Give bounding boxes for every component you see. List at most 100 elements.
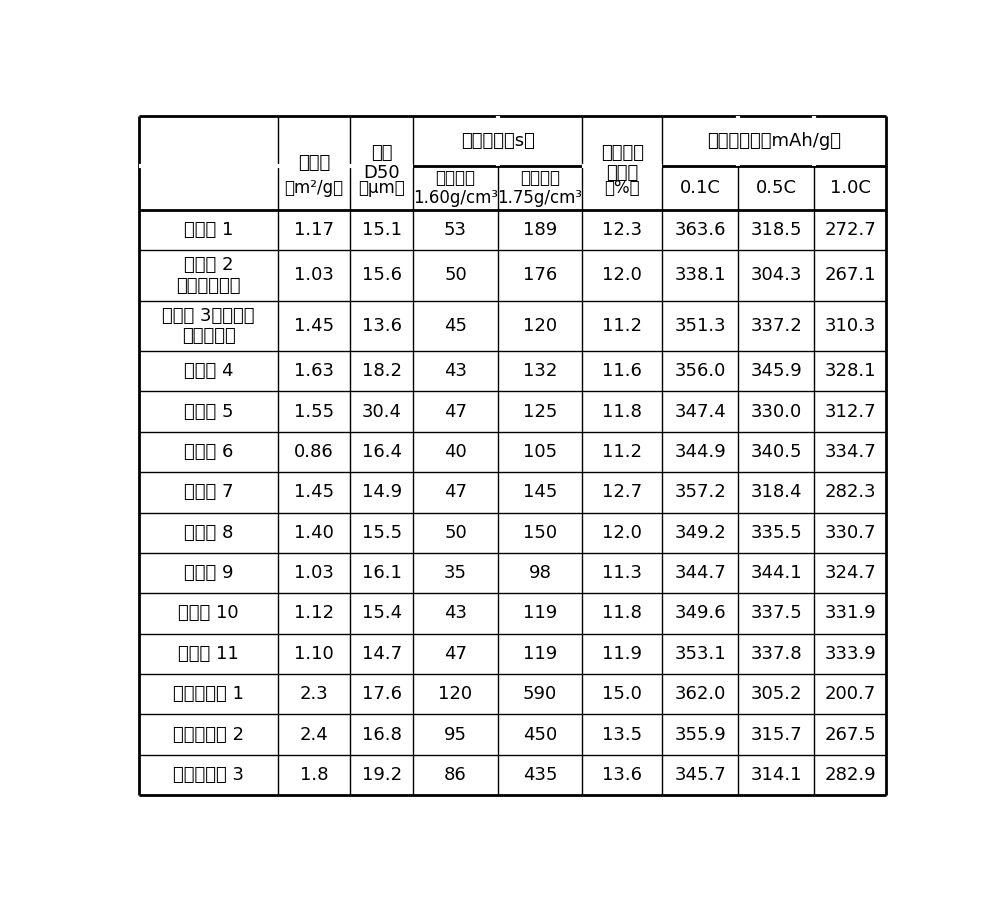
Text: 330.7: 330.7 [824, 524, 876, 542]
Text: 318.4: 318.4 [751, 483, 802, 502]
Text: 363.6: 363.6 [675, 221, 726, 239]
Text: 189: 189 [523, 221, 557, 239]
Text: 1.03: 1.03 [294, 564, 334, 582]
Text: 1.12: 1.12 [294, 604, 334, 622]
Text: 19.2: 19.2 [362, 766, 402, 784]
Text: 337.5: 337.5 [750, 604, 802, 622]
Text: 实施例 5: 实施例 5 [184, 402, 233, 420]
Text: 11.6: 11.6 [602, 363, 642, 381]
Text: 1.40: 1.40 [294, 524, 334, 542]
Text: 337.2: 337.2 [750, 317, 802, 335]
Text: 119: 119 [523, 604, 557, 622]
Text: 16.4: 16.4 [362, 443, 402, 461]
Text: 53: 53 [444, 221, 467, 239]
Text: 充放电容量（mAh/g）: 充放电容量（mAh/g） [707, 132, 841, 150]
Text: 312.7: 312.7 [824, 402, 876, 420]
Text: 1.03: 1.03 [294, 266, 334, 284]
Text: 98: 98 [528, 564, 551, 582]
Text: 比表面: 比表面 [298, 154, 330, 172]
Text: 357.2: 357.2 [674, 483, 726, 502]
Text: 12.7: 12.7 [602, 483, 642, 502]
Text: 13.6: 13.6 [362, 317, 402, 335]
Text: 338.1: 338.1 [675, 266, 726, 284]
Text: 45: 45 [444, 317, 467, 335]
Text: 200.7: 200.7 [825, 686, 876, 704]
Text: 305.2: 305.2 [751, 686, 802, 704]
Text: 实施例 3（氥青粒
度的影响）: 实施例 3（氥青粒 度的影响） [162, 307, 255, 345]
Text: 1.0C: 1.0C [830, 179, 871, 197]
Text: 590: 590 [523, 686, 557, 704]
Text: 282.3: 282.3 [824, 483, 876, 502]
Text: 16.8: 16.8 [362, 725, 402, 743]
Text: 43: 43 [444, 363, 467, 381]
Text: 331.9: 331.9 [824, 604, 876, 622]
Text: 314.1: 314.1 [751, 766, 802, 784]
Text: 15.0: 15.0 [602, 686, 642, 704]
Text: 15.1: 15.1 [362, 221, 402, 239]
Text: 351.3: 351.3 [675, 317, 726, 335]
Text: 324.7: 324.7 [824, 564, 876, 582]
Text: 272.7: 272.7 [824, 221, 876, 239]
Text: 实施例 8: 实施例 8 [184, 524, 233, 542]
Text: 17.6: 17.6 [362, 686, 402, 704]
Text: 实施例 9: 实施例 9 [184, 564, 233, 582]
Text: 实施例 7: 实施例 7 [184, 483, 233, 502]
Text: 337.8: 337.8 [750, 645, 802, 663]
Text: 345.7: 345.7 [674, 766, 726, 784]
Text: 349.6: 349.6 [675, 604, 726, 622]
Text: 1.55: 1.55 [294, 402, 334, 420]
Text: 12.0: 12.0 [602, 524, 642, 542]
Text: 实施例 2
（未石墨化）: 实施例 2 （未石墨化） [176, 256, 241, 295]
Text: 330.0: 330.0 [751, 402, 802, 420]
Text: 0.1C: 0.1C [680, 179, 721, 197]
Text: 355.9: 355.9 [674, 725, 726, 743]
Text: 43: 43 [444, 604, 467, 622]
Text: 0.5C: 0.5C [756, 179, 797, 197]
Text: 15.4: 15.4 [362, 604, 402, 622]
Text: 40: 40 [444, 443, 467, 461]
Text: 340.5: 340.5 [751, 443, 802, 461]
Text: 282.9: 282.9 [824, 766, 876, 784]
Text: 实施例 11: 实施例 11 [178, 645, 239, 663]
Text: 30.4: 30.4 [362, 402, 402, 420]
Text: 145: 145 [523, 483, 557, 502]
Text: （m²/g）: （m²/g） [285, 179, 344, 197]
Text: 318.5: 318.5 [751, 221, 802, 239]
Text: 压实密度
1.75g/cm³: 压实密度 1.75g/cm³ [497, 169, 582, 207]
Text: 实施例 6: 实施例 6 [184, 443, 233, 461]
Text: 176: 176 [523, 266, 557, 284]
Text: 16.1: 16.1 [362, 564, 402, 582]
Text: 267.5: 267.5 [824, 725, 876, 743]
Text: 15.5: 15.5 [362, 524, 402, 542]
Text: 362.0: 362.0 [675, 686, 726, 704]
Text: 304.3: 304.3 [751, 266, 802, 284]
Text: 极片充电
膨胀率: 极片充电 膨胀率 [601, 143, 644, 182]
Text: 14.9: 14.9 [362, 483, 402, 502]
Text: 310.3: 310.3 [824, 317, 876, 335]
Text: 11.8: 11.8 [602, 402, 642, 420]
Text: 11.8: 11.8 [602, 604, 642, 622]
Text: （%）: （%） [604, 179, 640, 197]
Text: 335.5: 335.5 [750, 524, 802, 542]
Text: 105: 105 [523, 443, 557, 461]
Text: 47: 47 [444, 402, 467, 420]
Text: 对比实施例 1: 对比实施例 1 [173, 686, 244, 704]
Text: 315.7: 315.7 [750, 725, 802, 743]
Text: 12.0: 12.0 [602, 266, 642, 284]
Text: 86: 86 [444, 766, 467, 784]
Text: 353.1: 353.1 [675, 645, 726, 663]
Text: （μm）: （μm） [358, 179, 405, 197]
Text: 125: 125 [523, 402, 557, 420]
Text: 渗液时间（s）: 渗液时间（s） [461, 132, 535, 150]
Text: 13.6: 13.6 [602, 766, 642, 784]
Text: 0.86: 0.86 [294, 443, 334, 461]
Text: 1.17: 1.17 [294, 221, 334, 239]
Text: 13.5: 13.5 [602, 725, 642, 743]
Text: 实施例 1: 实施例 1 [184, 221, 233, 239]
Text: 356.0: 356.0 [675, 363, 726, 381]
Text: 47: 47 [444, 645, 467, 663]
Text: 328.1: 328.1 [824, 363, 876, 381]
Text: 1.63: 1.63 [294, 363, 334, 381]
Text: 349.2: 349.2 [674, 524, 726, 542]
Text: 实施例 10: 实施例 10 [178, 604, 239, 622]
